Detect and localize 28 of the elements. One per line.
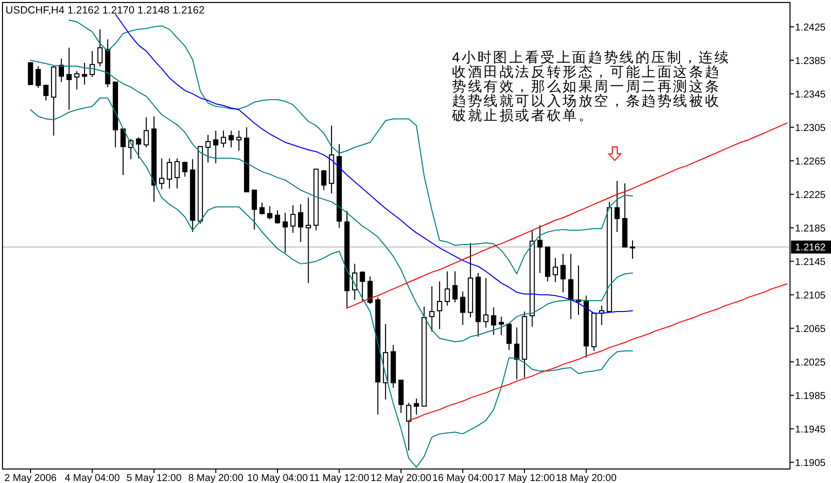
line-series xyxy=(346,122,788,309)
y-tick-label: 1.2185 xyxy=(795,223,826,234)
ref-line-label: 1.2162 xyxy=(795,242,826,254)
x-tick-label: 11 May 12:00 xyxy=(309,473,370,483)
annotation: 4小时图上看受上面趋势线的压制，连续收酒田战法反转形态，可能上面这条趋势线有效，那么如果周一周二再测这条趋势线就可以入场放空，条趋势线被收破就止损或者砍单。 xyxy=(451,49,730,123)
x-tick-label: 10 May 04:00 xyxy=(247,473,308,483)
x-tick-label: 16 May 04:00 xyxy=(432,473,494,483)
y-tick-label: 1.2345 xyxy=(795,89,826,100)
y-tick-label: 1.2105 xyxy=(795,290,826,302)
y-tick-label: 1.2305 xyxy=(795,122,826,134)
y-tick-label: 1.2025 xyxy=(795,357,826,368)
y-tick-label: 1.2145 xyxy=(795,256,826,268)
y-tick-label: 1.2265 xyxy=(795,156,826,168)
y-tick-label: 1.1945 xyxy=(795,424,826,436)
x-tick-label: 2 May 2006 xyxy=(4,473,58,483)
x-tick-label: 5 May 12:00 xyxy=(126,473,182,483)
y-tick-label: 1.2425 xyxy=(795,22,826,34)
y-tick-label: 1.2065 xyxy=(795,324,826,335)
x-tick-label: 4 May 04:00 xyxy=(64,473,120,483)
y-tick-label: 1.1905 xyxy=(795,458,826,469)
x-tick-label: 17 May 12:00 xyxy=(494,473,556,483)
chart-title: USDCHF,H4 1.2162 1.2170 1.2148 1.2162 xyxy=(6,4,205,16)
x-tick-label: 18 May 20:00 xyxy=(556,473,617,483)
y-tick-label: 1.1985 xyxy=(795,390,826,402)
x-tick-label: 8 May 20:00 xyxy=(188,473,244,483)
x-tick-label: 12 May 20:00 xyxy=(370,473,432,483)
y-tick-label: 1.2385 xyxy=(795,56,826,67)
y-tick-label: 1.2225 xyxy=(795,190,826,201)
